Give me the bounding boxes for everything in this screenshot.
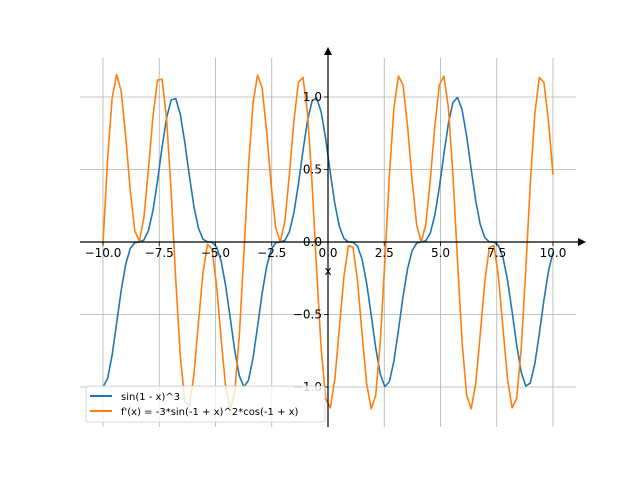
x-tick-label: −10.0 xyxy=(85,246,122,260)
tick-labels: −10.0−7.5−5.0−2.50.02.55.07.510.0−1.0−0.… xyxy=(85,90,567,394)
x-axis-arrow xyxy=(578,238,586,246)
x-tick-label: −7.5 xyxy=(145,246,174,260)
x-tick-label: −2.5 xyxy=(257,246,286,260)
y-tick-label: −0.5 xyxy=(293,308,322,322)
x-tick-label: 10.0 xyxy=(540,246,567,260)
x-tick-label: 2.5 xyxy=(375,246,394,260)
legend: sin(1 - x)^3 f'(x) = -3*sin(-1 + x)^2*co… xyxy=(85,385,326,423)
x-tick-label: 0.0 xyxy=(318,246,337,260)
legend-box xyxy=(85,385,326,423)
y-tick-label: 0.5 xyxy=(303,163,322,177)
y-tick-label: 0.0 xyxy=(303,235,322,249)
legend-label-0: sin(1 - x)^3 xyxy=(121,392,180,403)
x-tick-label: −5.0 xyxy=(201,246,230,260)
x-tick-label: 5.0 xyxy=(431,246,450,260)
x-axis-label: x xyxy=(324,264,331,278)
x-tick-label: 7.5 xyxy=(487,246,506,260)
legend-label-1: f'(x) = -3*sin(-1 + x)^2*cos(-1 + x) xyxy=(121,407,299,418)
y-axis-arrow xyxy=(324,47,332,55)
axes xyxy=(80,47,586,427)
y-tick-label: 1.0 xyxy=(303,90,322,104)
